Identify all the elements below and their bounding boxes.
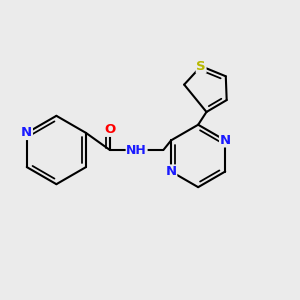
Text: N: N [166, 165, 177, 178]
Text: O: O [104, 123, 116, 136]
Text: NH: NH [126, 143, 147, 157]
Text: S: S [196, 60, 206, 73]
Text: N: N [220, 134, 231, 147]
Text: N: N [21, 126, 32, 140]
